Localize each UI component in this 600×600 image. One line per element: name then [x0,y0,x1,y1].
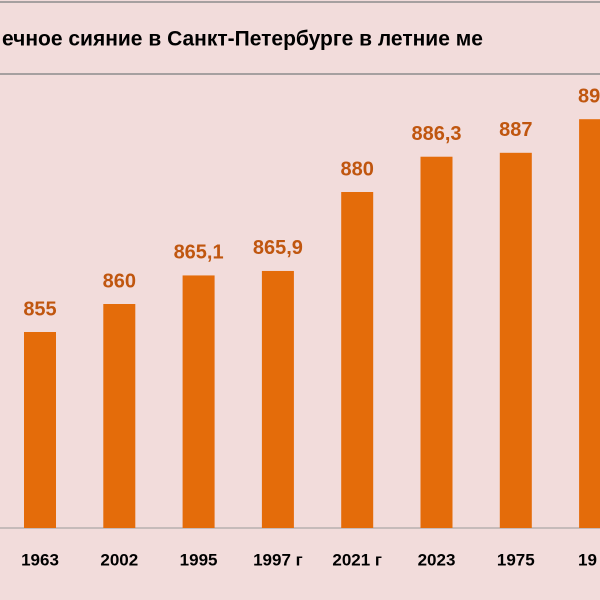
bar [420,156,453,528]
bar [103,304,136,528]
x-tick-label: 1995 [180,550,218,569]
bar [341,192,374,528]
x-tick-label: 1975 [497,550,535,569]
value-label: 880 [341,158,374,180]
bar [24,332,56,528]
x-tick-label: 2021 г [332,550,382,569]
bar [261,270,294,528]
value-label: 89 [578,85,600,107]
x-tick-label: 19 [578,550,597,569]
x-tick-label: 1963 [21,550,59,569]
bar [579,119,600,528]
value-label: 865,9 [253,237,303,259]
x-tick-label: 2023 [418,550,456,569]
value-label: 860 [103,270,136,292]
bar [182,275,215,528]
value-label: 887 [499,119,532,141]
x-tick-label: 1997 г [253,550,303,569]
value-label: 855 [23,298,56,320]
title-box [0,1,600,75]
x-tick-label: 2002 [100,550,138,569]
chart-title: ечное сияние в Санкт-Петербурге в летние… [2,28,483,51]
value-label: 865,1 [174,242,224,264]
value-label: 886,3 [411,123,461,145]
bar [499,152,532,529]
